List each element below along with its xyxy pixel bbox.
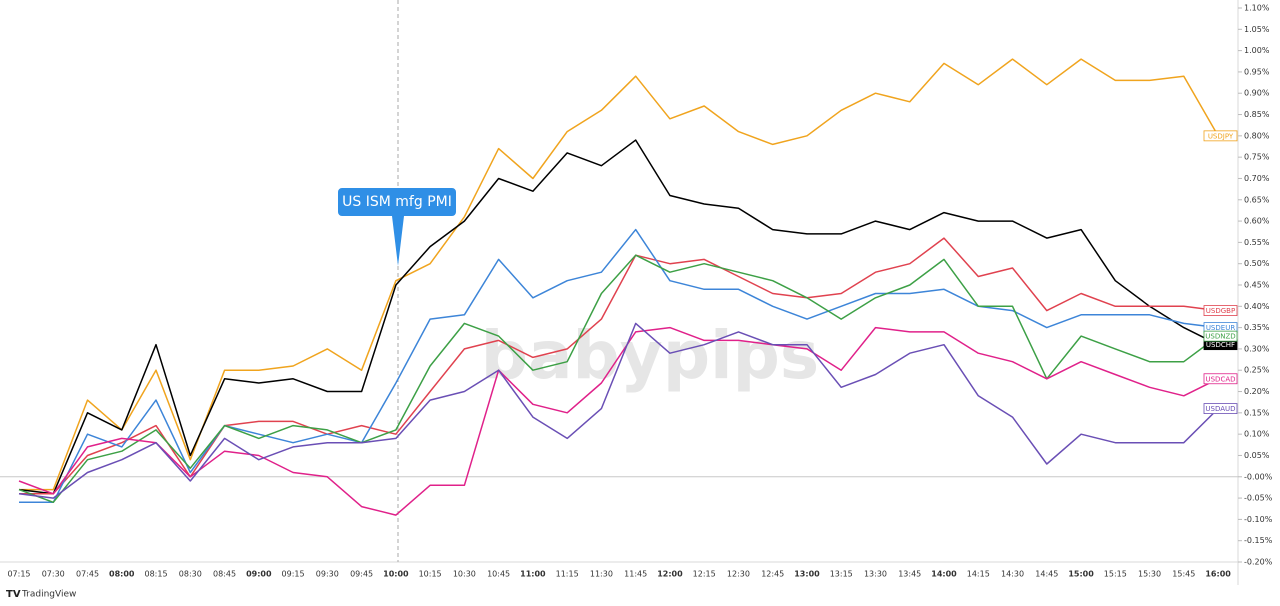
- x-tick-label: 16:00: [1205, 570, 1231, 579]
- y-tick-label: -0.00%: [1244, 472, 1273, 481]
- y-tick-label: 0.75%: [1244, 153, 1270, 162]
- y-tick-label: 0.85%: [1244, 110, 1270, 119]
- x-tick-label: 13:15: [830, 570, 853, 579]
- annotation-bubble: [338, 188, 456, 266]
- x-tick-label: 07:15: [7, 570, 30, 579]
- y-tick-label: 0.30%: [1244, 344, 1270, 353]
- plot: [0, 58, 1238, 516]
- x-tick-label: 14:00: [931, 570, 957, 579]
- legend-label: USDCAD: [1205, 375, 1235, 383]
- x-tick-label: 10:45: [487, 570, 510, 579]
- x-tick-label: 09:45: [350, 570, 373, 579]
- x-tick-label: 10:00: [383, 570, 409, 579]
- legend-tag: [1203, 305, 1238, 316]
- x-tick-label: 07:30: [42, 570, 65, 579]
- y-tick-label: 0.15%: [1244, 408, 1270, 417]
- brand-logo: TV: [6, 589, 21, 600]
- watermark: babypips: [481, 317, 819, 394]
- y-tick-label: 0.90%: [1244, 89, 1270, 98]
- y-tick-label: 1.10%: [1244, 4, 1270, 13]
- y-tick-label: -0.10%: [1244, 515, 1273, 524]
- annotation: US ISM mfg PMI: [342, 194, 452, 210]
- x-tick-label: 15:30: [1138, 570, 1161, 579]
- y-tick-label: 1.05%: [1244, 25, 1270, 34]
- x-tick-label: 14:15: [967, 570, 990, 579]
- y-tick-label: 0.40%: [1244, 302, 1270, 311]
- legend-label: USDAUD: [1205, 405, 1235, 413]
- series-line: [18, 254, 1219, 504]
- y-tick-label: 0.05%: [1244, 451, 1270, 460]
- x-tick-label: 11:45: [624, 570, 647, 579]
- legend-tag: [1203, 403, 1238, 414]
- y-tick-label: -0.15%: [1244, 536, 1273, 545]
- x-tick-label: 11:30: [590, 570, 613, 579]
- legend-tag: [1203, 130, 1238, 142]
- x-tick-label: 15:15: [1104, 570, 1127, 579]
- x-tick-label: 08:15: [145, 570, 168, 579]
- y-tick-label: 0.80%: [1244, 131, 1270, 140]
- y-tick-label: 0.95%: [1244, 67, 1270, 76]
- x-tick-label: 09:00: [246, 570, 272, 579]
- x-tick-label: 12:30: [727, 570, 750, 579]
- x-tick-label: 09:15: [282, 570, 305, 579]
- x-tick-label: 14:45: [1035, 570, 1058, 579]
- y-tick-label: 1.00%: [1244, 46, 1270, 55]
- x-tick-label: 11:00: [520, 570, 546, 579]
- legend-tag: [1203, 330, 1238, 342]
- y-tick-label: 0.50%: [1244, 259, 1270, 268]
- legend-tag: [1203, 373, 1238, 385]
- brand: TradingView: [21, 590, 76, 600]
- x-tick-label: 08:45: [213, 570, 236, 579]
- x-tick-label: 10:15: [419, 570, 442, 579]
- y-tick-label: 0.45%: [1244, 281, 1270, 290]
- legend-label: USDEUR: [1206, 324, 1236, 332]
- y-tick-label: 0.20%: [1244, 387, 1270, 396]
- y-tick-label: 0.55%: [1244, 238, 1270, 247]
- x-tick-label: 15:00: [1068, 570, 1094, 579]
- y-tick-label: 0.60%: [1244, 217, 1270, 226]
- x-tick-label: 07:45: [76, 570, 99, 579]
- x-tick-label: 10:30: [453, 570, 476, 579]
- x-tick-label: 15:45: [1172, 570, 1195, 579]
- x-tick-label: 08:00: [109, 570, 135, 579]
- series-line: [19, 58, 1219, 491]
- x-tick-label: 12:15: [693, 570, 716, 579]
- y-tick-label: -0.20%: [1244, 558, 1273, 567]
- x-tick-label: 12:45: [761, 570, 784, 579]
- y-tick-label: 0.70%: [1244, 174, 1270, 183]
- legend-label: USDCHF: [1206, 341, 1235, 349]
- x-tick-label: 09:30: [316, 570, 339, 579]
- y-tick-label: 0.65%: [1244, 195, 1270, 204]
- x-tick-label: 12:00: [657, 570, 683, 579]
- series-line: [18, 322, 1219, 499]
- x-tick-label: 11:15: [556, 570, 579, 579]
- legend-label: USDGBP: [1206, 307, 1235, 315]
- y-tick-label: 0.10%: [1244, 430, 1270, 439]
- series-line: [18, 326, 1219, 516]
- y-tick-label: 0.25%: [1244, 366, 1270, 375]
- y-tick-label: 0.35%: [1244, 323, 1270, 332]
- x-tick-label: 13:30: [864, 570, 887, 579]
- series-line: [18, 139, 1219, 495]
- x-tick-label: 13:00: [794, 570, 820, 579]
- legend-label: USDJPY: [1208, 132, 1234, 140]
- x-tick-label: 14:30: [1001, 570, 1024, 579]
- x-tick-label: 08:30: [179, 570, 202, 579]
- y-tick-label: -0.05%: [1244, 494, 1273, 503]
- x-tick-label: 13:45: [898, 570, 921, 579]
- legend-label: USDNZD: [1205, 333, 1235, 341]
